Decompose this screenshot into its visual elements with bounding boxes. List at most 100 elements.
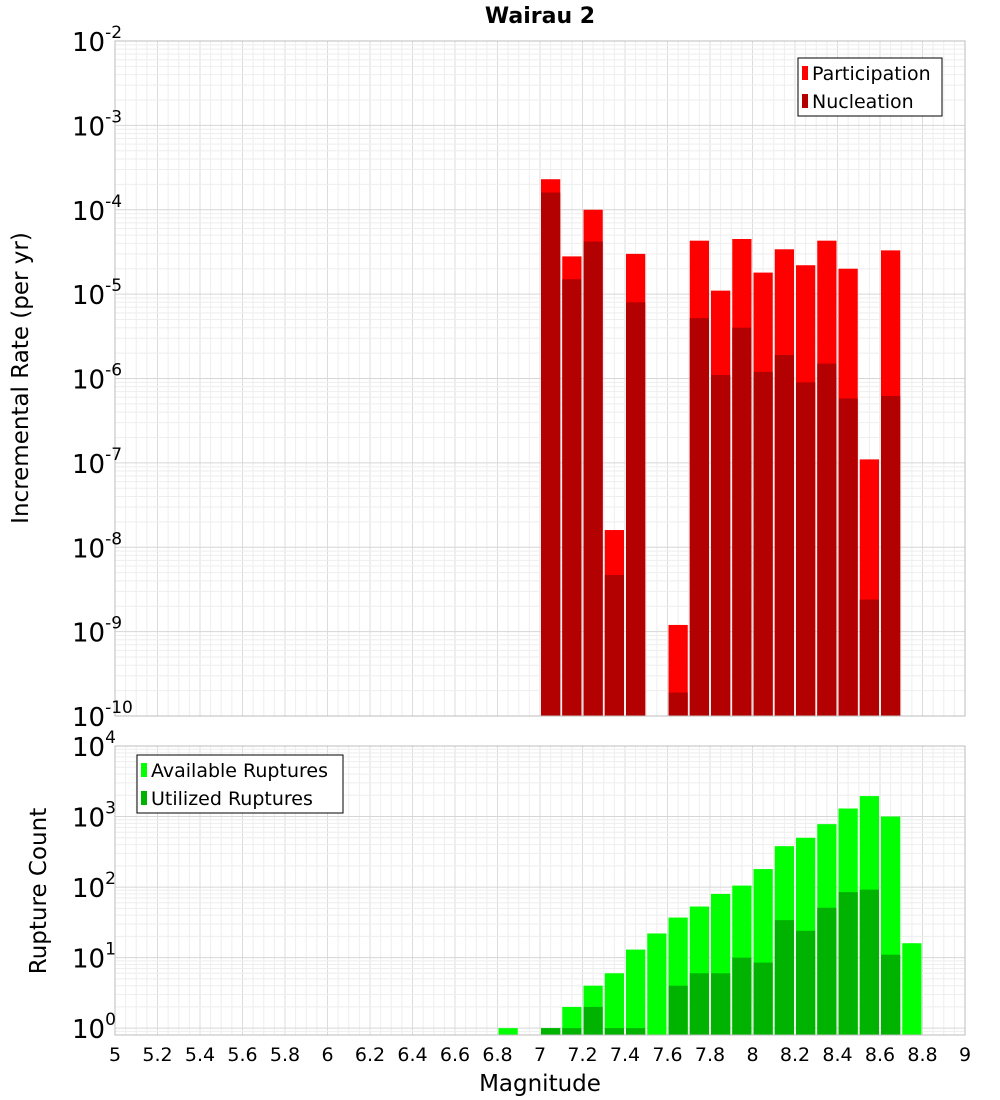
bar-utilized-ruptures: [774, 920, 794, 1035]
bar-available-ruptures: [498, 1028, 518, 1035]
count-plot-border: [114, 745, 966, 1036]
y-tick-label: 10-8: [72, 529, 122, 564]
x-tick-label: 5.4: [185, 1044, 215, 1066]
y-tick-label: 10-6: [72, 361, 122, 396]
rate-plot-border: [114, 40, 966, 717]
bar-nucleation: [817, 363, 837, 716]
count-y-axis-label: Rupture Count: [26, 808, 52, 974]
legend-swatch: [802, 66, 808, 80]
bar-nucleation: [583, 241, 603, 717]
bar-nucleation: [541, 192, 561, 717]
y-tick-label: 104: [72, 728, 116, 763]
x-tick-label: 8: [746, 1044, 758, 1066]
x-tick-label: 5.8: [270, 1044, 300, 1066]
x-tick-label: 7.8: [695, 1044, 725, 1066]
x-tick-label: 7.4: [610, 1044, 640, 1066]
legend-label: Participation: [812, 63, 931, 85]
bar-nucleation: [604, 574, 624, 716]
legend-label: Available Ruptures: [151, 760, 328, 782]
bar-available-ruptures: [562, 1006, 582, 1035]
legend-swatch: [141, 763, 147, 777]
y-tick-label: 10-7: [72, 445, 122, 480]
rate-bars: [541, 179, 901, 717]
x-tick-label: 6.4: [397, 1044, 427, 1066]
bar-nucleation: [732, 327, 752, 716]
x-tick-label: 5.6: [227, 1044, 257, 1066]
rate-panel: 10-10 10-9 10-8 10-7 10-6 10-5 10-4 10-3 10-2 In…: [8, 23, 966, 733]
bar-utilized-ruptures: [711, 973, 731, 1035]
x-tick-label: 8.2: [780, 1044, 810, 1066]
bar-nucleation: [881, 396, 901, 716]
bar-utilized-ruptures: [541, 1028, 561, 1035]
x-tick-label: 5.2: [142, 1044, 172, 1066]
y-tick-label: 10-9: [72, 614, 122, 649]
bar-nucleation: [562, 279, 582, 716]
x-tick-label: 7: [534, 1044, 546, 1066]
bar-utilized-ruptures: [668, 985, 688, 1035]
bar-available-ruptures: [626, 949, 646, 1035]
x-tick-label: 6.8: [482, 1044, 512, 1066]
bar-utilized-ruptures: [838, 892, 858, 1035]
magnitude-x-ticks: 5 5.2 5.4 5.6 5.8 6 6.2 6.4 6.6 6.8 7 7.2 7.4 7.6 7.8 8…: [109, 1044, 971, 1066]
rate-gridlines: [114, 40, 966, 717]
count-panel: 100 101 102 103 104 5 5.2 5.4 5.6 5.8 6 6.2 6.4 6.6 6…: [26, 728, 971, 1097]
x-tick-label: 7.6: [652, 1044, 682, 1066]
legend-box: [136, 754, 344, 814]
y-tick-label: 101: [72, 940, 116, 975]
rate-y-ticks: 10-10 10-9 10-8 10-7 10-6 10-5 10-4 10-3 10-2: [72, 23, 133, 733]
bar-nucleation: [796, 382, 816, 716]
chart-title: Wairau 2: [485, 4, 595, 29]
rate-y-axis-label: Incremental Rate (per yr): [8, 232, 34, 524]
x-tick-label: 8.8: [907, 1044, 937, 1066]
count-y-ticks: 100 101 102 103 104: [72, 728, 116, 1045]
count-legend: Available Ruptures Utilized Ruptures: [136, 754, 344, 814]
bar-nucleation: [753, 371, 773, 716]
x-tick-label: 7.2: [567, 1044, 597, 1066]
bar-nucleation: [711, 375, 731, 716]
x-tick-label: 6.6: [440, 1044, 470, 1066]
legend-box: [797, 57, 943, 117]
bar-nucleation: [774, 354, 794, 716]
legend-label: Utilized Ruptures: [151, 788, 313, 810]
bar-nucleation: [838, 398, 858, 716]
y-tick-label: 102: [72, 869, 116, 904]
x-tick-label: 9: [959, 1044, 971, 1066]
x-tick-label: 6.2: [355, 1044, 385, 1066]
legend-swatch: [802, 94, 808, 108]
bar-utilized-ruptures: [859, 889, 879, 1035]
bar-utilized-ruptures: [604, 1028, 624, 1035]
bar-nucleation: [626, 302, 646, 716]
bar-utilized-ruptures: [626, 1028, 646, 1035]
bar-utilized-ruptures: [689, 973, 709, 1035]
y-tick-label: 10-4: [72, 192, 122, 227]
x-axis-label: Magnitude: [479, 1071, 601, 1097]
x-tick-label: 8.4: [822, 1044, 852, 1066]
x-tick-label: 5: [109, 1044, 121, 1066]
bar-nucleation: [859, 599, 879, 716]
bar-utilized-ruptures: [817, 907, 837, 1035]
bar-utilized-ruptures: [796, 930, 816, 1035]
bar-available-ruptures: [647, 933, 667, 1035]
bar-utilized-ruptures: [562, 1028, 582, 1035]
bar-nucleation: [689, 318, 709, 716]
x-tick-label: 6: [321, 1044, 333, 1066]
y-tick-label: 10-3: [72, 107, 122, 142]
y-tick-label: 100: [72, 1010, 116, 1045]
count-bars: [498, 796, 922, 1035]
legend-label: Nucleation: [812, 91, 914, 113]
legend-swatch: [141, 791, 147, 805]
y-tick-label: 10-2: [72, 23, 122, 58]
bar-utilized-ruptures: [881, 954, 901, 1035]
bar-available-ruptures: [604, 973, 624, 1035]
rate-legend: Participation Nucleation: [797, 57, 943, 117]
y-tick-label: 103: [72, 799, 116, 834]
bar-available-ruptures: [902, 943, 922, 1035]
bar-utilized-ruptures: [732, 957, 752, 1035]
y-tick-label: 10-10: [72, 698, 133, 733]
y-tick-label: 10-5: [72, 276, 122, 311]
bar-utilized-ruptures: [753, 962, 773, 1035]
bar-nucleation: [668, 692, 688, 716]
bar-utilized-ruptures: [583, 1006, 603, 1035]
x-tick-label: 8.6: [865, 1044, 895, 1066]
